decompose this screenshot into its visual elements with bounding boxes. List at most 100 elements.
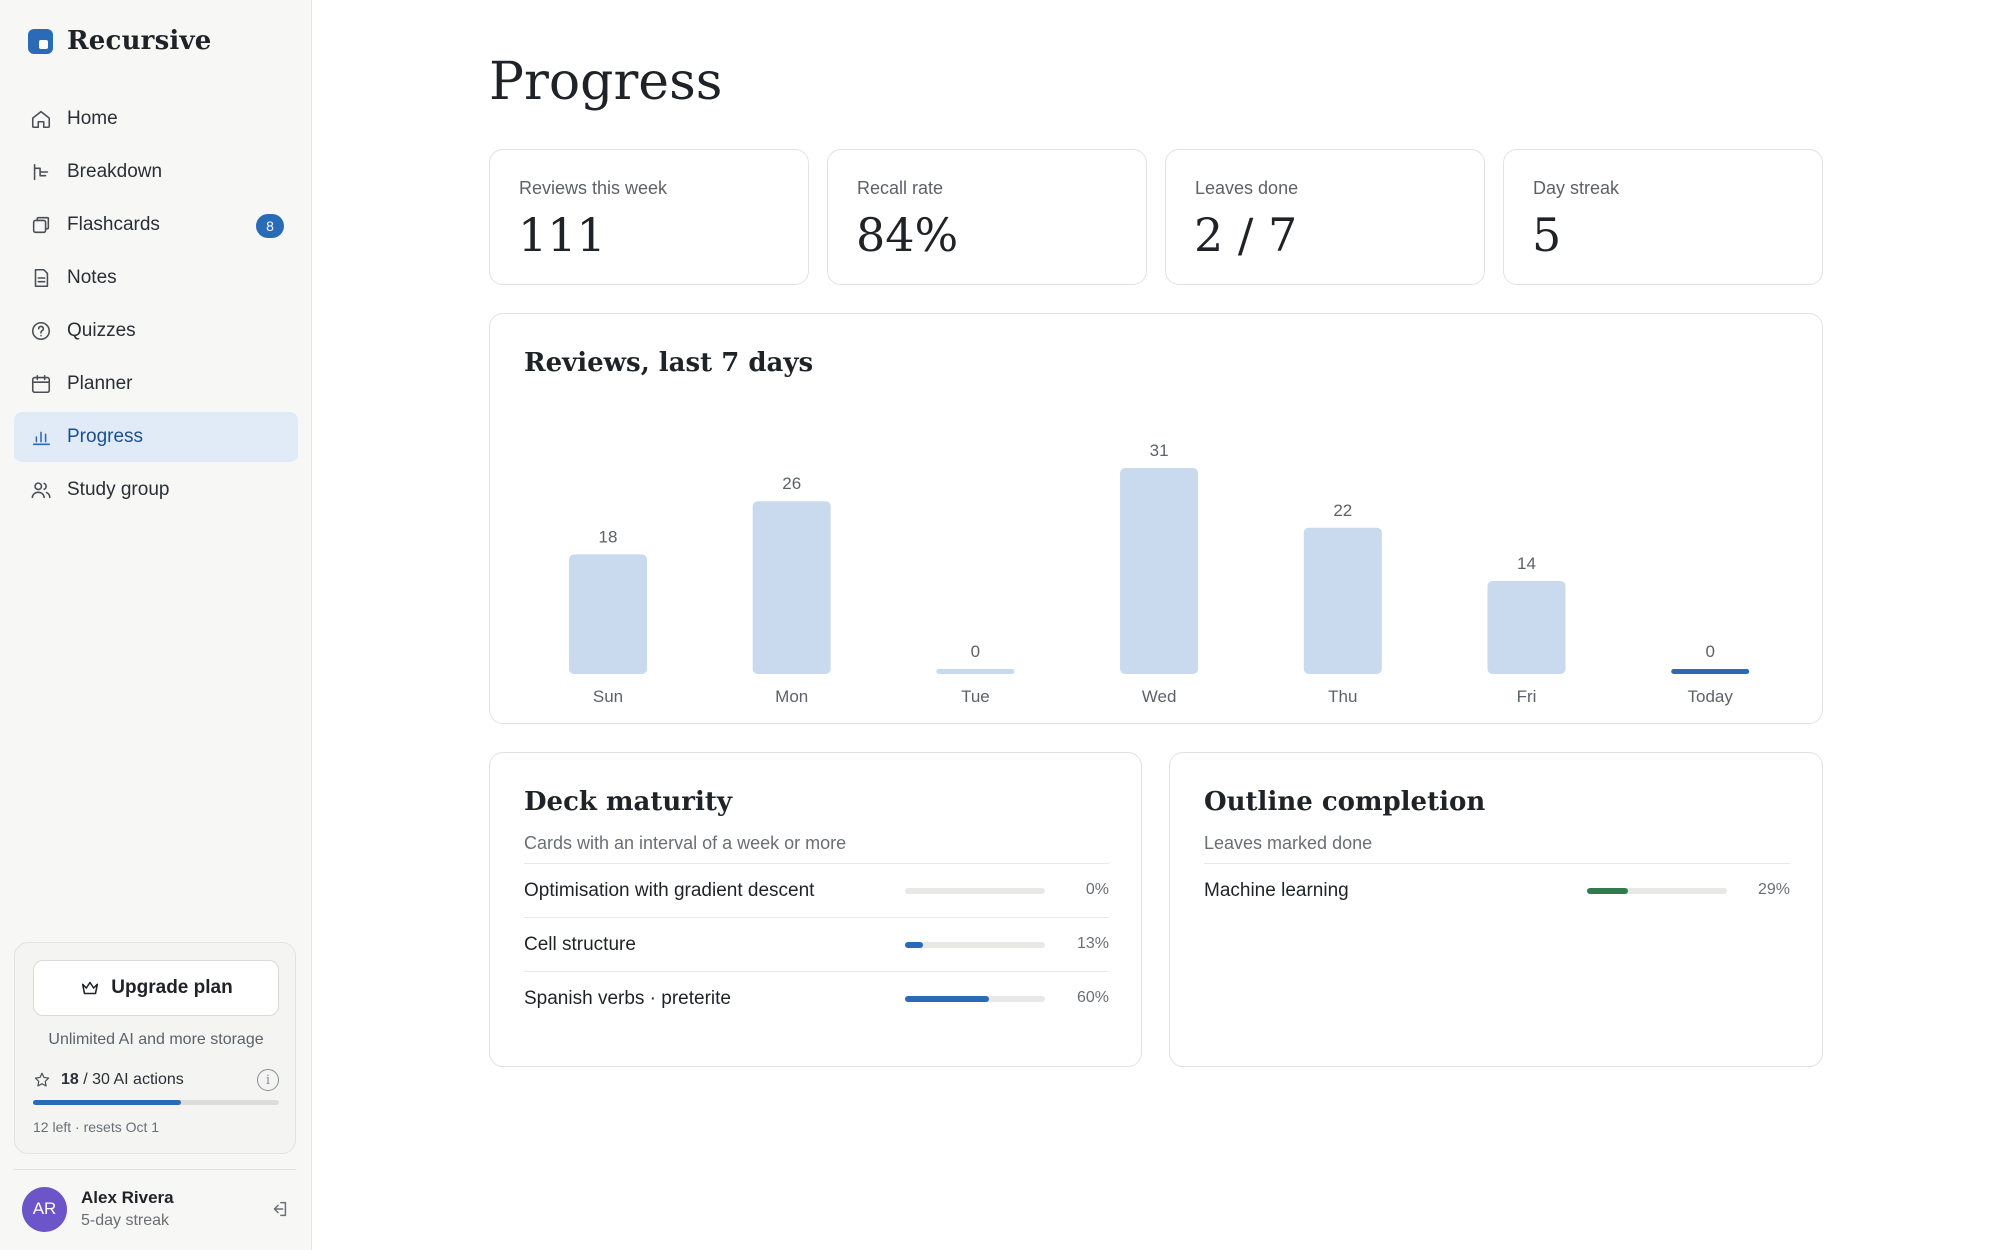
- sidebar-item-quizzes[interactable]: Quizzes: [14, 306, 298, 356]
- stat-card-day-streak: Day streak 5: [1503, 149, 1823, 285]
- upgrade-card: Upgrade plan Unlimited AI and more stora…: [14, 942, 296, 1154]
- stat-label: Recall rate: [857, 178, 944, 198]
- deck-maturity-title: Deck maturity: [524, 787, 732, 817]
- progress-row: Cell structure 13%: [524, 917, 1109, 971]
- bar-thu: [1303, 527, 1382, 674]
- x-tick-label: Sun: [593, 687, 623, 706]
- stat-value: 5: [1532, 208, 1562, 262]
- ai-actions-usage: 18 / 30 AI actions i: [33, 1069, 279, 1091]
- progress-row: Spanish verbs · preterite 60%: [524, 971, 1109, 1025]
- progress-percent: 13%: [1076, 935, 1109, 952]
- sidebar-item-flashcards[interactable]: Flashcards 8: [14, 200, 298, 250]
- stat-value: 84%: [856, 208, 959, 262]
- bar-today: [1671, 669, 1750, 674]
- progress-row: Optimisation with gradient descent 0%: [524, 863, 1109, 917]
- bar-fri: [1487, 580, 1566, 674]
- sidebar-item-label: Flashcards: [67, 214, 160, 235]
- user-streak: 5-day streak: [81, 1212, 170, 1229]
- breakdown-icon: [30, 161, 52, 183]
- sidebar-item-label: Study group: [67, 479, 170, 500]
- progress-percent: 29%: [1757, 881, 1790, 898]
- logout-icon[interactable]: [268, 1198, 290, 1220]
- progress-row-label: Cell structure: [524, 933, 636, 955]
- bar-value-label: 31: [1150, 441, 1169, 460]
- sidebar: Recursive Home Breakdown Flashcards 8 No…: [0, 0, 312, 1250]
- sidebar-item-home[interactable]: Home: [14, 94, 298, 144]
- stat-value: 111: [518, 208, 606, 262]
- progress-percent: 60%: [1076, 989, 1109, 1006]
- ai-actions-progress-bar: [33, 1100, 279, 1105]
- user-name: Alex Rivera: [81, 1188, 174, 1207]
- progress-bar-fill: [905, 942, 924, 948]
- notes-icon: [30, 267, 52, 289]
- sidebar-item-label: Planner: [67, 373, 133, 394]
- progress-bar: [905, 942, 1045, 948]
- progress-row-label: Spanish verbs · preterite: [524, 987, 731, 1009]
- reviews-chart-title: Reviews, last 7 days: [524, 348, 814, 378]
- stat-card-reviews: Reviews this week 111: [489, 149, 809, 285]
- bar-value-label: 22: [1333, 501, 1352, 520]
- deck-maturity-card: Deck maturity Cards with an interval of …: [489, 752, 1142, 1067]
- reviews-chart-card: Reviews, last 7 days 18 Sun 26 Mon 0 Tue 31 Wed…: [489, 313, 1823, 724]
- user-profile[interactable]: AR Alex Rivera 5-day streak: [22, 1186, 290, 1232]
- bar-value-label: 26: [782, 474, 801, 493]
- ai-actions-footnote: 12 left · resets Oct 1: [33, 1119, 160, 1135]
- upgrade-subtitle: Unlimited AI and more storage: [48, 1031, 264, 1048]
- reviews-bar-chart: 18 Sun 26 Mon 0 Tue 31 Wed 22 Thu 14 Fri 0 Today: [569, 441, 1750, 706]
- progress-bar-fill: [1587, 888, 1628, 894]
- brand-logo-icon: [28, 28, 53, 54]
- sidebar-item-label: Progress: [67, 426, 144, 447]
- bar-wed: [1120, 468, 1199, 674]
- bar-mon: [752, 501, 831, 674]
- progress-bar-fill: [905, 996, 989, 1002]
- progress-row: Machine learning 29%: [1204, 863, 1790, 917]
- x-tick-label: Fri: [1517, 687, 1537, 706]
- flashcards-icon: [30, 214, 52, 236]
- sidebar-item-label: Quizzes: [67, 320, 136, 341]
- progress-bar: [905, 996, 1045, 1002]
- outline-completion-card: Outline completion Leaves marked done Ma…: [1169, 752, 1823, 1067]
- sidebar-item-notes[interactable]: Notes: [14, 253, 298, 303]
- bar-value-label: 14: [1517, 554, 1536, 573]
- sidebar-item-label: Notes: [67, 267, 117, 288]
- home-icon: [30, 108, 52, 130]
- progress-bar: [905, 888, 1045, 894]
- upgrade-plan-label: Upgrade plan: [111, 977, 233, 998]
- stat-label: Leaves done: [1195, 178, 1299, 198]
- stat-card-leaves-done: Leaves done 2 / 7: [1165, 149, 1485, 285]
- x-tick-label: Tue: [961, 687, 990, 706]
- info-icon[interactable]: i: [257, 1069, 279, 1091]
- upgrade-plan-button[interactable]: Upgrade plan: [33, 960, 279, 1016]
- sidebar-divider: [14, 1169, 296, 1170]
- users-icon: [30, 479, 52, 501]
- sidebar-item-study-group[interactable]: Study group: [14, 465, 298, 515]
- stat-card-recall-rate: Recall rate 84%: [827, 149, 1147, 285]
- bar-value-label: 0: [1705, 642, 1714, 661]
- ai-actions-used: 18: [61, 1071, 79, 1088]
- x-tick-label: Today: [1688, 687, 1734, 706]
- sidebar-item-progress[interactable]: Progress: [14, 412, 298, 462]
- deck-maturity-subtitle: Cards with an interval of a week or more: [524, 833, 847, 853]
- sidebar-item-planner[interactable]: Planner: [14, 359, 298, 409]
- progress-row-label: Machine learning: [1204, 879, 1349, 901]
- calendar-icon: [30, 373, 52, 395]
- outline-completion-title: Outline completion: [1204, 787, 1486, 817]
- flashcards-count-badge: 8: [256, 214, 284, 238]
- x-tick-label: Thu: [1328, 687, 1357, 706]
- bar-tue: [936, 669, 1015, 674]
- avatar: AR: [22, 1186, 67, 1232]
- brand[interactable]: Recursive: [28, 26, 212, 56]
- ai-actions-total: / 30 AI actions: [78, 1071, 184, 1088]
- sidebar-item-label: Breakdown: [67, 161, 163, 182]
- crown-icon: [82, 981, 99, 995]
- x-tick-label: Mon: [775, 687, 808, 706]
- stat-label: Reviews this week: [519, 178, 668, 198]
- ai-actions-progress-fill: [33, 1100, 181, 1105]
- x-tick-label: Wed: [1142, 687, 1177, 706]
- sidebar-nav: Home Breakdown Flashcards 8 Notes Quizze…: [14, 94, 298, 518]
- bar-chart-icon: [30, 426, 52, 448]
- bar-sun: [569, 554, 647, 674]
- progress-percent: 0%: [1085, 881, 1109, 898]
- star-icon: [33, 1071, 51, 1089]
- sidebar-item-breakdown[interactable]: Breakdown: [14, 147, 298, 197]
